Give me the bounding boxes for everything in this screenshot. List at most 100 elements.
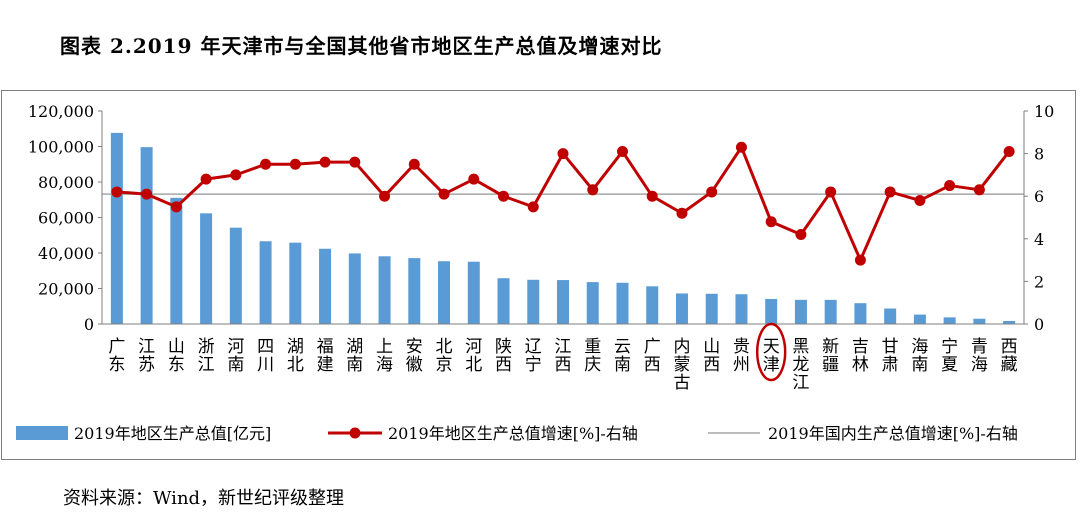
bar-青海 <box>973 318 986 324</box>
bar-宁夏 <box>943 317 956 324</box>
x-tick-label: 上 <box>376 337 393 357</box>
bar-湖北 <box>289 242 302 324</box>
bar-安徽 <box>408 258 421 324</box>
x-tick-label: 海 <box>911 337 928 357</box>
legend-growth-marker <box>349 427 361 439</box>
bar-天津 <box>765 298 778 324</box>
right-tick-label: 4 <box>1034 230 1044 249</box>
right-tick-label: 10 <box>1034 102 1054 121</box>
x-tick-label: 天 <box>763 337 780 357</box>
x-tick-label: 徽 <box>406 355 423 375</box>
legend-national-label: 2019年国内生产总值增速[%]-右轴 <box>768 424 1018 443</box>
x-tick-label: 宁 <box>525 355 542 375</box>
x-tick-label: 江 <box>555 337 572 357</box>
growth-point-广西 <box>646 190 658 202</box>
growth-point-浙江 <box>200 173 212 185</box>
x-tick-label: 南 <box>346 355 363 375</box>
growth-point-海南 <box>914 194 926 206</box>
right-tick-label: 6 <box>1034 187 1044 206</box>
growth-point-黑龙江 <box>795 229 807 241</box>
x-tick-label: 京 <box>436 355 453 375</box>
bar-辽宁 <box>527 279 540 324</box>
x-tick-label: 广 <box>644 337 661 357</box>
bar-西藏 <box>1003 320 1016 324</box>
bar-河北 <box>467 261 480 324</box>
x-tick-label: 南 <box>227 355 244 375</box>
growth-point-新疆 <box>825 186 837 198</box>
x-tick-label: 山 <box>703 337 720 357</box>
x-tick-label: 龙 <box>792 355 809 375</box>
growth-point-吉林 <box>854 254 866 266</box>
x-tick-label: 河 <box>465 337 482 357</box>
growth-point-北京 <box>438 188 450 200</box>
x-tick-label: 庆 <box>584 355 601 375</box>
x-tick-label: 福 <box>317 337 334 357</box>
bar-山西 <box>705 293 718 324</box>
left-tick-label: 120,000 <box>28 102 94 121</box>
x-tick-label: 甘 <box>882 337 899 357</box>
x-tick-label: 南 <box>911 355 928 375</box>
bar-河南 <box>229 227 242 324</box>
bar-四川 <box>259 241 272 324</box>
x-tick-label: 建 <box>317 355 334 375</box>
x-tick-label: 东 <box>168 355 185 375</box>
x-tick-label: 海 <box>971 355 988 375</box>
x-tick-label: 北 <box>287 355 304 375</box>
x-tick-label: 湖 <box>346 337 363 357</box>
bar-山东 <box>170 197 183 324</box>
bar-贵州 <box>735 294 748 324</box>
x-tick-label: 重 <box>584 337 601 357</box>
growth-point-山西 <box>706 186 718 198</box>
growth-point-云南 <box>616 145 628 157</box>
growth-point-福建 <box>319 156 331 168</box>
chart-title: 图表 2.2019 年天津市与全国其他省市地区生产总值及增速对比 <box>60 34 663 58</box>
x-tick-label: 新 <box>822 337 839 357</box>
x-tick-label: 藏 <box>1001 355 1018 375</box>
growth-point-江苏 <box>141 188 153 200</box>
bar-福建 <box>319 248 332 324</box>
bar-云南 <box>616 282 629 324</box>
left-tick-label: 0 <box>84 315 94 334</box>
left-tick-label: 40,000 <box>38 244 94 263</box>
source-note: 资料来源：Wind，新世纪评级整理 <box>63 488 345 509</box>
right-tick-label: 8 <box>1034 145 1044 164</box>
x-tick-label: 江 <box>198 355 215 375</box>
growth-point-河南 <box>230 169 242 181</box>
growth-series-line <box>116 145 1011 262</box>
x-tick-label: 苏 <box>138 355 155 375</box>
x-tick-label: 北 <box>436 337 453 357</box>
x-tick-label: 疆 <box>822 355 839 375</box>
x-tick-label: 内 <box>673 337 690 357</box>
x-tick-label: 西 <box>495 355 512 375</box>
x-tick-label: 辽 <box>525 337 542 357</box>
growth-point-甘肃 <box>884 186 896 198</box>
bar-江西 <box>557 280 569 324</box>
x-tick-label: 西 <box>1001 337 1018 357</box>
growth-point-陕西 <box>498 190 510 202</box>
x-tick-label: 黑 <box>792 337 809 357</box>
bar-甘肃 <box>884 308 897 324</box>
x-tick-label: 林 <box>852 355 869 375</box>
bar-湖南 <box>348 253 361 324</box>
x-tick-label: 四 <box>257 337 274 357</box>
highlight-circle <box>755 322 787 382</box>
legend-growth-label: 2019年地区生产总值增速[%]-右轴 <box>388 424 638 443</box>
bar-吉林 <box>854 303 867 324</box>
growth-point-内蒙古 <box>676 207 688 219</box>
left-tick-label: 20,000 <box>38 280 94 299</box>
x-tick-label: 西 <box>555 355 572 375</box>
growth-point-天津 <box>765 216 777 228</box>
x-tick-label: 海 <box>376 355 393 375</box>
growth-point-重庆 <box>587 184 599 196</box>
x-tick-label: 湖 <box>287 337 304 357</box>
growth-point-湖北 <box>289 158 301 170</box>
growth-point-辽宁 <box>527 201 539 213</box>
x-tick-label: 夏 <box>941 355 958 375</box>
bar-重庆 <box>586 282 599 324</box>
x-tick-label: 陕 <box>495 337 512 357</box>
growth-point-西藏 <box>1003 145 1015 157</box>
growth-point-宁夏 <box>944 180 956 192</box>
growth-point-湖南 <box>349 156 361 168</box>
left-tick-label: 60,000 <box>38 209 94 228</box>
